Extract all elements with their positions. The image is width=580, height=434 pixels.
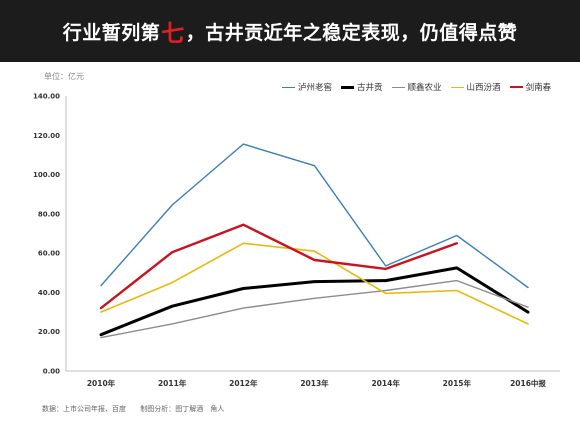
- legend-item: 剑南春: [509, 81, 552, 93]
- legend-label: 古井贡: [357, 83, 383, 93]
- x-tick-label: 2014年: [371, 378, 400, 388]
- y-tick-label: 120.00: [33, 132, 60, 140]
- unit-label: 单位：亿元: [44, 72, 84, 81]
- x-tick-label: 2015年: [443, 378, 472, 388]
- chart-footer: 数据：上市公司年报、百度 制图分析：图丁解酒 角人: [42, 404, 236, 414]
- y-tick-label: 100.00: [33, 171, 60, 179]
- series-line-4: [99, 223, 458, 310]
- x-tick-label: 2016中报: [510, 378, 546, 388]
- source-note: 数据：上市公司年报、百度: [42, 405, 126, 413]
- legend-swatch: [341, 85, 355, 89]
- legend-item: 顺鑫农业: [391, 81, 442, 93]
- legend-swatch: [391, 86, 405, 88]
- series-line-3: [100, 242, 529, 325]
- legend-label: 山西汾酒: [466, 83, 501, 93]
- legend-item: 山西汾酒: [450, 81, 501, 93]
- legend-swatch: [282, 86, 295, 88]
- legend-swatch: [450, 86, 464, 88]
- analysis-note: 制图分析：图丁解酒 角人: [140, 405, 225, 413]
- y-tick-label: 0.00: [43, 368, 60, 376]
- title-text-post: ，古井贡近年之稳定表现，仍值得点赞: [185, 21, 518, 44]
- legend-label: 剑南春: [525, 83, 552, 93]
- series-line-2: [100, 279, 529, 339]
- legend-item: 泸州老窖: [282, 81, 332, 93]
- title-banner: 行业暂列第七，古井贡近年之稳定表现，仍值得点赞: [0, 0, 580, 62]
- x-tick-label: 2011年: [158, 378, 187, 388]
- y-tick-label: 20.00: [38, 328, 60, 336]
- y-tick-label: 80.00: [38, 210, 60, 218]
- title-text-highlight: 七: [161, 21, 185, 47]
- series-line-0: [100, 143, 529, 289]
- y-tick-label: 40.00: [38, 289, 60, 297]
- title-text-pre: 行业暂列第: [62, 21, 161, 44]
- legend-label: 顺鑫农业: [407, 83, 442, 93]
- legend-swatch: [509, 86, 523, 88]
- chart-legend: 泸州老窖 古井贡 顺鑫农业 山西汾酒 剑南春: [282, 80, 572, 94]
- y-tick-label: 60.00: [38, 250, 60, 258]
- legend-item: 古井贡: [341, 81, 383, 93]
- series-line-1: [99, 266, 530, 337]
- x-tick-label: 2013年: [300, 378, 329, 388]
- x-tick-label: 2012年: [229, 378, 258, 388]
- legend-label: 泸州老窖: [298, 83, 333, 93]
- x-tick-label: 2010年: [87, 378, 116, 388]
- y-tick-label: 140.00: [33, 93, 60, 101]
